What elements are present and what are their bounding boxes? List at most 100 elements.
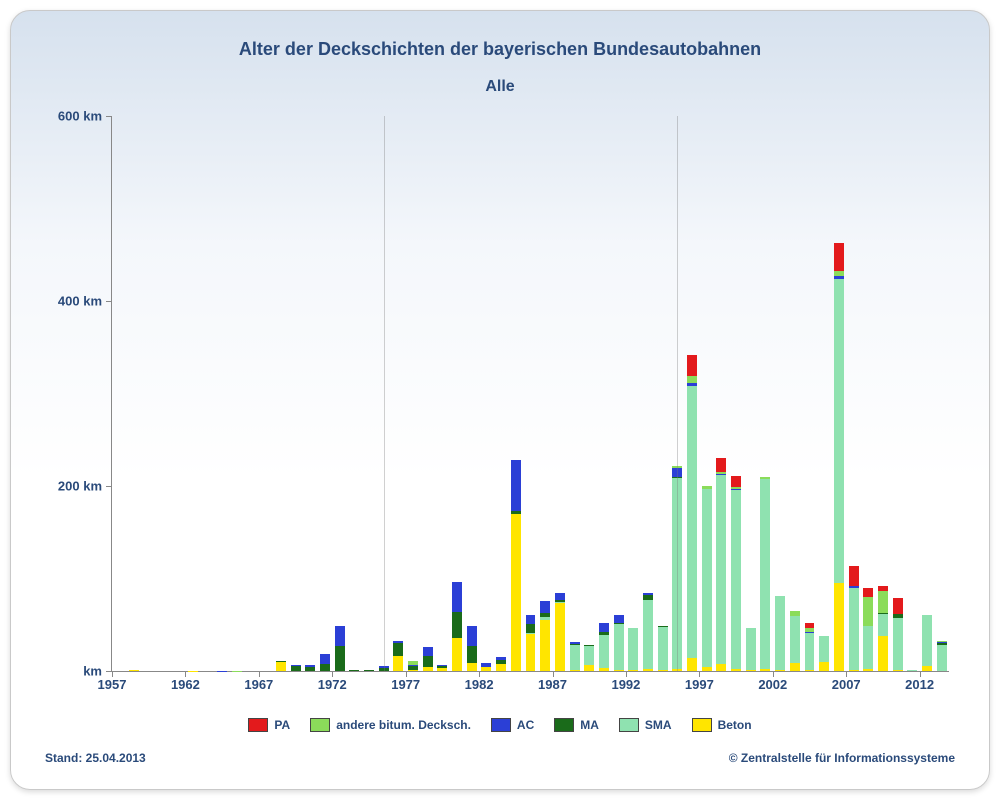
seg-Beton (614, 670, 624, 671)
seg-Beton (276, 662, 286, 671)
seg-Beton (922, 666, 932, 671)
seg-other (687, 376, 697, 383)
bar-1982 (481, 606, 491, 671)
bar-2007 (849, 430, 859, 671)
seg-SMA (746, 628, 756, 671)
seg-MA (305, 667, 315, 671)
legend-swatch (619, 718, 639, 732)
bar-1971 (320, 574, 330, 671)
seg-SMA (819, 636, 829, 662)
bar-1979 (437, 611, 447, 671)
bar-1966 (247, 669, 257, 671)
seg-AC (526, 615, 536, 624)
seg-PA (687, 355, 697, 376)
seg-SMA (643, 600, 653, 669)
seg-PA (716, 458, 726, 472)
seg-SMA (658, 627, 668, 670)
seg-PA (834, 243, 844, 271)
seg-AC (423, 647, 433, 656)
seg-Beton (628, 670, 638, 671)
bar-1989 (584, 550, 594, 671)
seg-MA (423, 656, 433, 668)
seg-Beton (731, 669, 741, 671)
bar-1990 (599, 507, 609, 671)
xtick-label: 1957 (98, 677, 127, 692)
seg-MA (364, 670, 374, 671)
bar-1981 (467, 514, 477, 671)
bar-1983 (496, 581, 506, 671)
bar-2005 (819, 531, 829, 671)
seg-MA (526, 624, 536, 633)
seg-AC (540, 601, 550, 612)
seg-Beton (716, 664, 726, 671)
seg-AC (614, 615, 624, 622)
seg-Beton (702, 667, 712, 671)
seg-Beton (481, 667, 491, 671)
seg-Beton (540, 620, 550, 671)
seg-SMA (790, 616, 800, 663)
seg-SMA (849, 588, 859, 670)
seg-SMA (628, 628, 638, 669)
seg-Beton (819, 662, 829, 671)
chart-title: Alter der Deckschichten der bayerischen … (41, 39, 959, 60)
legend-label: AC (517, 718, 534, 732)
seg-SMA (775, 596, 785, 670)
legend-swatch (310, 718, 330, 732)
seg-Beton (408, 670, 418, 671)
seg-Beton (129, 670, 139, 671)
bar-2006 (834, 184, 844, 671)
seg-other (878, 591, 888, 613)
seg-Beton (658, 670, 668, 671)
bar-1992 (628, 516, 638, 671)
seg-SMA (922, 615, 932, 665)
seg-AC (320, 654, 330, 664)
bar-2013 (937, 542, 947, 672)
bar-1997 (702, 351, 712, 671)
bar-1968 (276, 596, 286, 671)
seg-Beton (878, 636, 888, 672)
seg-Beton (775, 670, 785, 671)
seg-PA (893, 598, 903, 614)
xtick-label: 1982 (465, 677, 494, 692)
bar-1970 (305, 616, 315, 672)
bar-1994 (658, 513, 668, 671)
seg-MA (291, 666, 301, 671)
bar-2008 (863, 456, 873, 671)
seg-Beton (805, 670, 815, 671)
seg-Beton (863, 669, 873, 671)
seg-SMA (599, 635, 609, 668)
grid-line (677, 116, 678, 671)
bar-2003 (790, 488, 800, 671)
seg-PA (863, 588, 873, 597)
ytick-line (106, 301, 112, 302)
bars-layer (112, 116, 949, 671)
bar-1985 (526, 495, 536, 671)
seg-SMA (584, 646, 594, 665)
bar-1993 (643, 463, 653, 671)
ytick-line (106, 486, 112, 487)
seg-SMA (907, 670, 917, 671)
seg-AC (511, 460, 521, 511)
bar-1972 (335, 514, 345, 671)
xtick-label: 1997 (685, 677, 714, 692)
seg-SMA (937, 645, 947, 671)
footer-date: Stand: 25.04.2013 (45, 751, 146, 765)
plot-area: km200 km400 km600 km19571962196719721977… (111, 116, 949, 672)
legend-label: andere bitum. Decksch. (336, 718, 471, 732)
legend-item-AC: AC (491, 718, 534, 732)
legend-label: Beton (718, 718, 752, 732)
seg-Beton (643, 669, 653, 671)
seg-Beton (790, 663, 800, 671)
bar-1962 (188, 655, 198, 671)
seg-AC (452, 582, 462, 612)
bar-2011 (907, 648, 917, 671)
seg-SMA (878, 614, 888, 636)
bar-1984 (511, 329, 521, 671)
seg-AC (599, 623, 609, 633)
bar-1977 (408, 597, 418, 671)
seg-Beton (849, 670, 859, 671)
legend-label: SMA (645, 718, 672, 732)
seg-MA (393, 643, 403, 656)
xtick-label: 1972 (318, 677, 347, 692)
legend-swatch (554, 718, 574, 732)
